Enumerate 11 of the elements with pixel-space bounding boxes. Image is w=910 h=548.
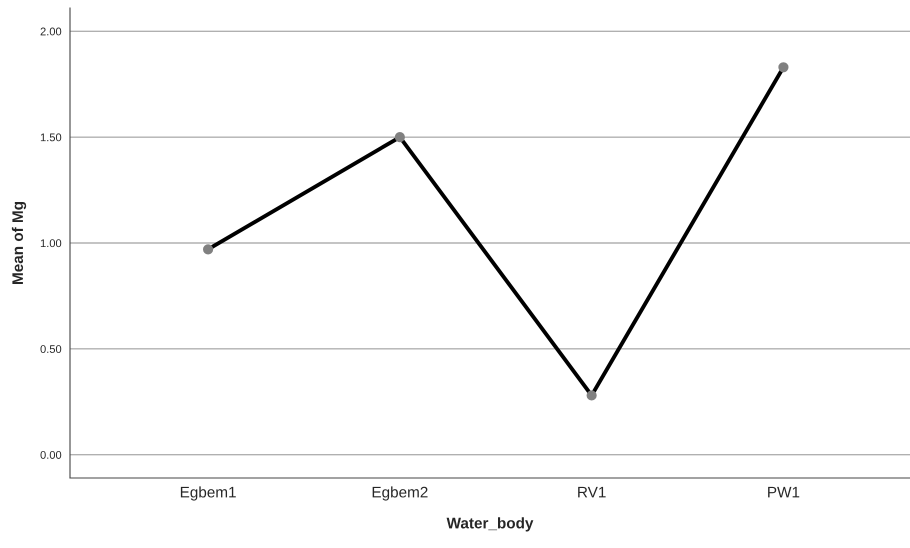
x-tick-label: Egbem2: [372, 486, 428, 501]
x-axis-title: Water_body: [446, 517, 534, 532]
y-tick-label: 2.00: [40, 28, 62, 36]
y-tick-label: 1.00: [40, 239, 62, 248]
x-tick-label: RV1: [578, 486, 606, 498]
y-axis-title: Mean of Mg: [12, 202, 26, 284]
y-tick-label: 1.50: [40, 133, 62, 142]
x-tick-label: Egbem1: [180, 486, 236, 501]
y-tick-label: 0.50: [40, 345, 62, 353]
x-tick-label: PW1: [768, 486, 800, 498]
y-tick-label: 0.00: [40, 450, 62, 459]
